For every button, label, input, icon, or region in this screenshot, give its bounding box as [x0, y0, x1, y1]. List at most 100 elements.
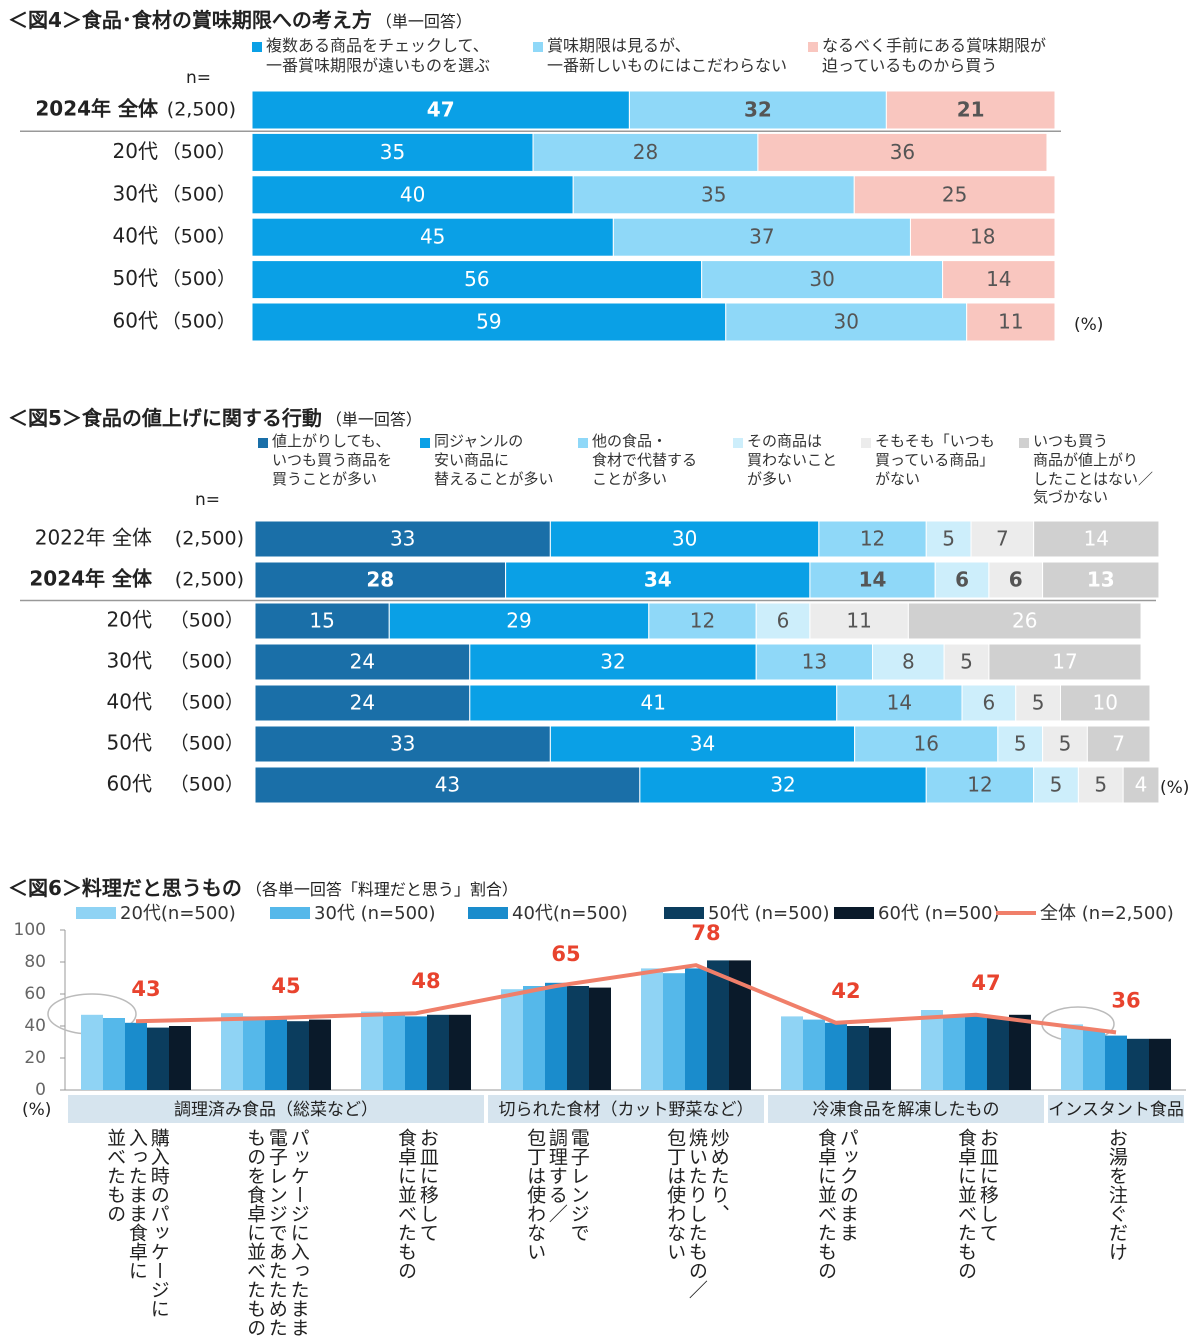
- bar-segment: [836, 684, 963, 722]
- group-box: [1048, 1095, 1184, 1123]
- bar: [641, 968, 663, 1090]
- category-label: 電子レンジで 調理する／ 包丁は使わない: [524, 1128, 590, 1261]
- legend-label: そもそも「いつも 買っている商品」 がない: [875, 432, 995, 488]
- bar: [383, 1014, 405, 1090]
- value-label: 37: [749, 225, 774, 249]
- value-label: 5: [942, 527, 955, 551]
- bar: [1009, 1014, 1031, 1090]
- line: [135, 963, 1117, 1035]
- value-label: 11: [998, 310, 1023, 334]
- value-label: 6: [1009, 568, 1023, 592]
- value-label: 14: [887, 691, 912, 715]
- bar-segment: [549, 520, 820, 558]
- bar: [663, 973, 685, 1090]
- bar-segment: [254, 602, 390, 640]
- category-label: 50代: [107, 731, 152, 755]
- n-value: (2,500): [167, 99, 236, 121]
- value-label: 33: [390, 527, 415, 551]
- value-label: 10: [1093, 691, 1118, 715]
- value-label: 13: [802, 650, 827, 674]
- legend-swatch: [468, 907, 508, 919]
- bar: [427, 1014, 449, 1090]
- bar: [567, 986, 589, 1090]
- category-label: お皿に移して 食卓に並べたもの: [955, 1128, 999, 1280]
- value-label: 47: [427, 98, 455, 122]
- n-value: (2,500): [175, 569, 244, 591]
- value-label: 17: [1052, 650, 1077, 674]
- bar-segment: [505, 561, 811, 599]
- chart-title: ＜図6＞料理だと思うもの: [8, 876, 242, 900]
- bar: [589, 987, 611, 1090]
- legend-swatch: [270, 907, 310, 919]
- title-block: ＜図5＞食品の値上げに関する行動 （単一回答）: [8, 402, 422, 431]
- value-label: 30: [809, 267, 834, 291]
- value-label: 12: [690, 609, 715, 633]
- bar-segment: [612, 217, 911, 257]
- value-label: 36: [890, 140, 915, 164]
- n-value: （500）: [162, 183, 236, 205]
- bar: [545, 982, 567, 1090]
- bar: [1127, 1038, 1149, 1090]
- bar: [221, 1013, 243, 1090]
- bar: [169, 1026, 191, 1090]
- bar: [707, 960, 729, 1090]
- bar-segment: [1060, 684, 1151, 722]
- y-tick-label: 40: [24, 1016, 46, 1036]
- bar: [449, 1014, 471, 1090]
- value-label: 32: [770, 773, 795, 797]
- legend-label: 賞味期限は見るが、 一番新しいものにはこだわらない: [547, 36, 788, 75]
- group-label: 切られた食材（カット野菜など）: [499, 1100, 754, 1120]
- category-label: 30代: [107, 649, 152, 673]
- value-label: 33: [390, 732, 415, 756]
- legend-label: 同ジャンルの 安い商品に 替えることが多い: [434, 432, 554, 488]
- value-label: 40: [400, 182, 425, 206]
- bar-segment: [885, 90, 1056, 130]
- value-label: 13: [1087, 568, 1115, 592]
- n-value: （500）: [162, 226, 236, 248]
- bar-segment: [853, 175, 1056, 215]
- legend-label: その商品は 買わないこと が多い: [747, 432, 838, 488]
- bar-segment: [469, 643, 757, 681]
- value-label: 26: [1012, 609, 1037, 633]
- category-label: お皿に移して 食卓に並べたもの: [395, 1128, 439, 1280]
- legend-label: いつも買う 商品が値上がり したことはない／ 気づかない: [1033, 432, 1154, 507]
- value-label: 32: [744, 98, 772, 122]
- bar: [1149, 1038, 1171, 1090]
- bar: [361, 1011, 383, 1090]
- legend-label: なるべく手前にある賞味期限が 迫っているものから買う: [822, 36, 1047, 75]
- n-value: （500）: [170, 733, 244, 755]
- chart-subtitle: （各単一回答「料理だと思う」割合）: [245, 880, 518, 899]
- value-label: 7: [1112, 732, 1125, 756]
- value-label: 24: [350, 650, 375, 674]
- value-label: 6: [777, 609, 790, 633]
- category-label: パックのまま 食卓に並べたもの: [815, 1128, 859, 1280]
- bar: [287, 1021, 309, 1090]
- bar-segment: [907, 602, 1142, 640]
- category-label: 2024年 全体: [35, 97, 159, 121]
- bar-segment: [997, 725, 1044, 763]
- bar-segment: [755, 643, 874, 681]
- value-label: 35: [701, 182, 726, 206]
- title-block: ＜図6＞料理だと思うもの （各単一回答「料理だと思う」割合）: [8, 872, 518, 901]
- bar-segment: [254, 766, 641, 804]
- legend-swatch: [733, 438, 743, 448]
- bar-segment: [809, 561, 936, 599]
- bar: [81, 1014, 103, 1090]
- value-label: 5: [1014, 732, 1027, 756]
- value-label: 43: [435, 773, 460, 797]
- bar: [987, 1018, 1009, 1090]
- bar: [781, 1016, 803, 1090]
- title-block: ＜図4＞食品･食材の賞味期限への考え方 （単一回答）: [8, 4, 472, 33]
- bar-segment: [988, 643, 1142, 681]
- bar: [265, 1019, 287, 1090]
- value-label: 5: [960, 650, 973, 674]
- bar-segment: [388, 602, 650, 640]
- category-label: 2022年 全体: [35, 526, 152, 550]
- chart-subtitle: （単一回答）: [375, 12, 472, 31]
- value-label: 59: [476, 310, 501, 334]
- bar-segment: [628, 90, 887, 130]
- category-label: 40代: [113, 224, 158, 248]
- bar-segment: [254, 561, 507, 599]
